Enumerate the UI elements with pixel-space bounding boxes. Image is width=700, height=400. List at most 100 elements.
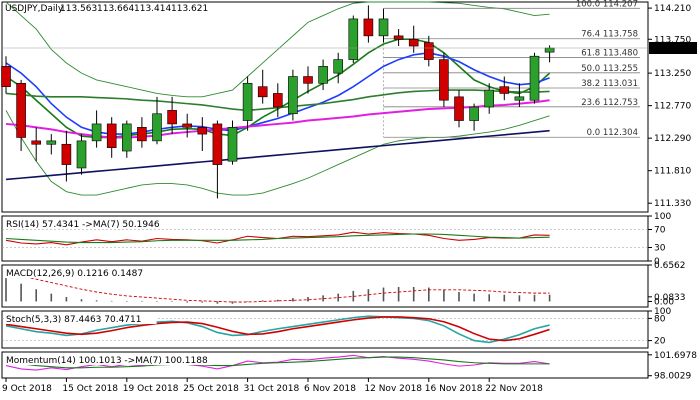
- indicator-title-bg: [4, 313, 157, 324]
- indicator-title-bg: [4, 354, 214, 365]
- candle-body: [288, 76, 298, 115]
- x-axis: 9 Oct 2018 15 Oct 2018 19 Oct 2018 25 Oct 2…: [2, 378, 543, 394]
- candle: [122, 120, 132, 158]
- x-axis-tick-label: 16 Nov 2018: [425, 384, 483, 394]
- candle-body: [529, 55, 540, 101]
- price-tick-label: 113.750: [654, 35, 691, 45]
- x-axis-tick-label: 22 Nov 2018: [485, 384, 543, 394]
- candle: [408, 25, 419, 53]
- x-axis-tick-label: 9 Oct 2018: [2, 384, 52, 394]
- panel-frame-stoch: [1, 310, 649, 349]
- candle-body: [182, 123, 192, 128]
- candle: [182, 113, 192, 138]
- fibonacci-level-label: 100.0 114.207: [576, 0, 638, 9]
- candle: [76, 134, 87, 175]
- price-panel: 114.210 113.750 113.250 112.770 112.290 111.8…: [1, 0, 697, 209]
- candle: [242, 76, 253, 131]
- candle: [469, 103, 479, 131]
- indicator-tick-label: 80: [654, 314, 666, 324]
- macd-histogram-bar: [428, 287, 430, 302]
- candle: [499, 76, 510, 101]
- candle-body: [122, 123, 132, 152]
- candle-body: [167, 110, 177, 125]
- candle-body: [197, 127, 208, 135]
- candle-body: [303, 76, 313, 84]
- macd-histogram-bar: [201, 301, 204, 303]
- indicator-panel-momentum: 101.6978 98.0029 Momentum(14) 100.1013 ->M…: [4, 351, 697, 382]
- candle: [61, 130, 72, 182]
- candle: [378, 8, 389, 43]
- macd-histogram-bar: [246, 301, 249, 303]
- current-price-marker: [649, 41, 697, 54]
- fibonacci-level-label: 38.2 113.031: [581, 79, 638, 89]
- fibonacci-level-label: 61.8 113.480: [581, 49, 638, 59]
- candle-body: [137, 127, 147, 142]
- candle-body: [544, 47, 555, 53]
- candle-body: [152, 113, 162, 142]
- x-axis-tick-label: 19 Oct 2018: [123, 384, 179, 394]
- macd-histogram-bar: [548, 294, 551, 302]
- candle-body: [212, 123, 223, 165]
- indicator-tick-label: 101.6978: [654, 351, 697, 361]
- x-axis-tick-label: 6 Nov 2018: [304, 384, 356, 394]
- indicator-title-bg: [4, 218, 178, 229]
- candle-body: [378, 18, 389, 37]
- candle-body: [61, 143, 72, 165]
- panel-frame-macd: [1, 264, 649, 308]
- candle: [288, 69, 298, 121]
- candle: [31, 127, 42, 162]
- candle-body: [46, 140, 57, 145]
- macd-histogram-bar: [110, 300, 113, 302]
- current-price-label: 113.621: [652, 44, 689, 54]
- macd-histogram-bar: [397, 287, 400, 302]
- candle: [514, 83, 525, 107]
- candle: [227, 120, 238, 165]
- candle-body: [348, 18, 359, 60]
- candle: [16, 79, 26, 152]
- candle-body: [257, 86, 268, 98]
- chart-header-value: 113.621: [171, 4, 208, 14]
- candle-body: [408, 38, 419, 47]
- indicator-series-line: [5, 356, 550, 369]
- macd-histogram-bar: [412, 287, 415, 302]
- panel-frame-rsi: [1, 215, 649, 262]
- candle: [348, 15, 359, 63]
- x-axis-tick-label: 25 Oct 2018: [183, 384, 239, 394]
- macd-histogram-bar: [65, 297, 68, 302]
- candle-body: [454, 96, 464, 121]
- macd-histogram-bar: [50, 293, 53, 302]
- panel-frame-main: [1, 1, 649, 213]
- candle-body: [242, 82, 253, 121]
- indicator-title: Stoch(5,3,3) 87.4463 70.4711: [6, 315, 141, 325]
- candle: [152, 96, 162, 145]
- candle-body: [318, 66, 328, 84]
- fibonacci-level-label: 50.0 113.255: [581, 64, 638, 74]
- candle-body: [469, 106, 479, 121]
- macd-histogram-bar: [35, 289, 37, 302]
- macd-histogram-bar: [488, 294, 490, 302]
- macd-histogram-bar: [5, 278, 7, 302]
- macd-histogram-bar: [216, 301, 219, 304]
- indicator-tick-label: 98.0029: [654, 372, 691, 382]
- bollinger-lower-line: [5, 110, 550, 196]
- macd-histogram-bar: [95, 300, 98, 302]
- bollinger-upper-line: [5, 1, 550, 98]
- candle: [484, 83, 495, 114]
- macd-histogram-bar: [186, 301, 188, 303]
- fibonacci-level-label: 0.0 112.304: [587, 128, 638, 138]
- candle: [106, 117, 117, 158]
- candle-body: [91, 123, 102, 142]
- candle-body: [514, 96, 525, 101]
- candle-body: [272, 93, 283, 108]
- macd-histogram-bar: [231, 301, 234, 304]
- candle-body: [31, 140, 42, 145]
- indicator-tick-label: 0: [654, 257, 660, 267]
- macd-histogram-bar: [126, 301, 128, 302]
- chart-symbol-timeframe: USDJPY,Daily: [5, 4, 64, 14]
- candle-body: [16, 82, 26, 138]
- candle: [91, 110, 102, 148]
- candle: [439, 52, 449, 107]
- candle: [318, 59, 328, 91]
